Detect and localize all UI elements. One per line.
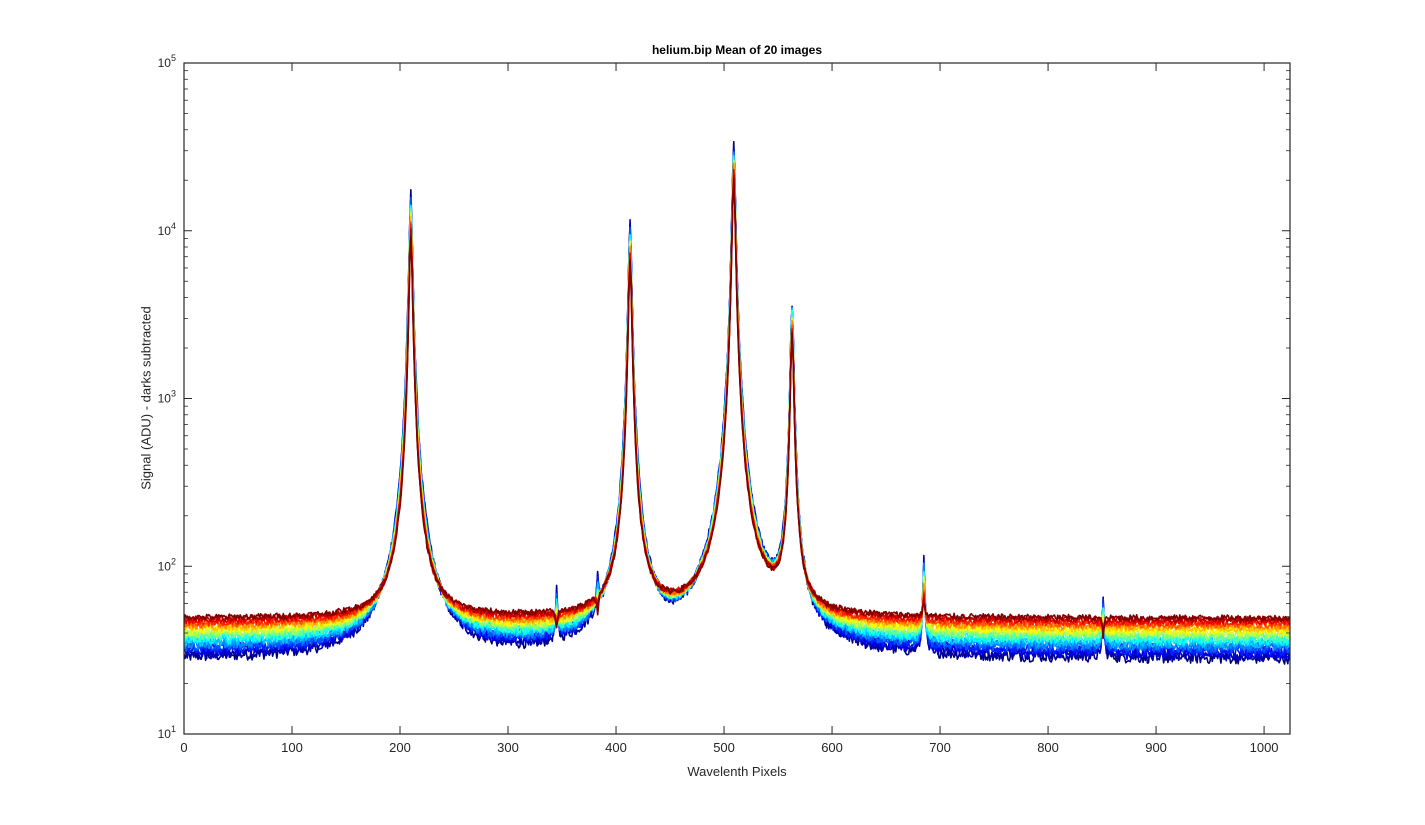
series-line-11 xyxy=(184,160,1290,640)
series-line-6 xyxy=(184,151,1290,651)
y-tick-label: 103 xyxy=(158,389,176,406)
series-line-8 xyxy=(184,154,1290,646)
y-tick-label: 102 xyxy=(158,556,176,573)
x-tick-label: 100 xyxy=(281,740,303,755)
series-line-1 xyxy=(184,140,1290,665)
series-line-5 xyxy=(184,151,1290,654)
y-tick-label: 101 xyxy=(158,724,176,741)
x-tick-label: 300 xyxy=(497,740,519,755)
x-tick-label: 600 xyxy=(821,740,843,755)
x-tick-label: 700 xyxy=(929,740,951,755)
y-tick-label: 105 xyxy=(158,53,176,70)
series-line-12 xyxy=(184,161,1290,638)
x-tick-label: 200 xyxy=(389,740,411,755)
series-line-20 xyxy=(184,176,1290,640)
x-tick-label: 800 xyxy=(1037,740,1059,755)
chart-title: helium.bip Mean of 20 images xyxy=(651,43,823,57)
series-line-7 xyxy=(184,158,1290,649)
series-line-13 xyxy=(184,160,1290,635)
series-line-15 xyxy=(184,162,1290,631)
series-line-3 xyxy=(184,148,1290,659)
series-line-4 xyxy=(184,153,1290,657)
y-tick-label: 104 xyxy=(158,221,176,238)
series-line-2 xyxy=(184,148,1290,662)
x-tick-label: 400 xyxy=(605,740,627,755)
x-tick-label: 1000 xyxy=(1250,740,1279,755)
series-line-9 xyxy=(184,157,1290,644)
x-tick-label: 0 xyxy=(180,740,187,755)
series-line-14 xyxy=(184,161,1290,633)
y-axis-label: Signal (ADU) - darks subtracted xyxy=(138,306,154,490)
series-line-10 xyxy=(184,160,1290,642)
x-tick-label: 500 xyxy=(713,740,735,755)
x-axis-label: Wavelenth Pixels xyxy=(687,764,787,779)
x-tick-label: 900 xyxy=(1145,740,1167,755)
series-group xyxy=(184,140,1290,665)
